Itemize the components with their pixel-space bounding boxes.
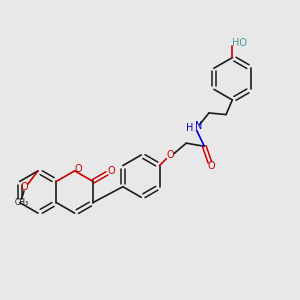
Text: O: O <box>107 166 115 176</box>
Text: CH₃: CH₃ <box>14 198 28 207</box>
Text: HO: HO <box>232 38 247 48</box>
Text: N: N <box>195 122 202 131</box>
Text: O: O <box>207 161 215 172</box>
Text: O: O <box>167 150 175 160</box>
Text: O: O <box>75 164 82 174</box>
Text: H: H <box>186 123 194 133</box>
Text: O: O <box>20 182 28 192</box>
